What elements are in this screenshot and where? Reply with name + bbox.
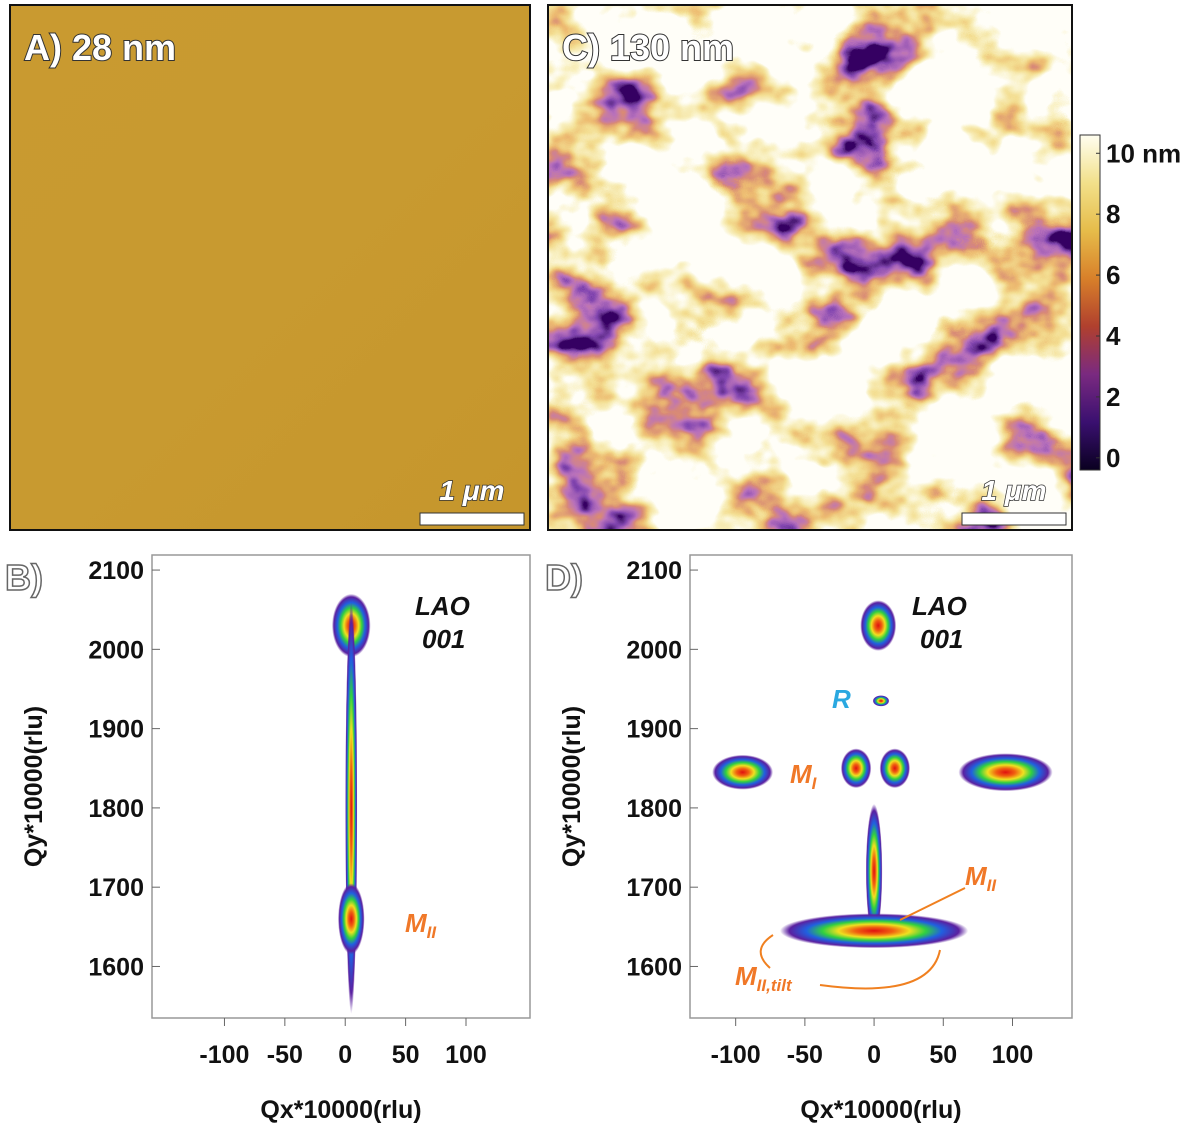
scalebar [420,513,524,525]
diffraction-spot [880,748,910,788]
y-tick-label: 1700 [626,874,682,902]
y-tick-label: 1800 [88,795,144,823]
diffraction-spot [338,883,365,954]
annotation-text: 001 [422,624,465,654]
x-tick-label: 50 [929,1041,957,1069]
y-tick-label: 1900 [88,716,144,744]
annotation-text: LAO [415,591,470,621]
diffraction-spot [959,753,1053,791]
figure: A) 28 nm 1 μm C) 130 nm 1 μm 0 2 4 6 8 10 nm B) 160… [0,0,1202,1131]
x-tick-label: -50 [267,1041,303,1069]
panel-label: D) [545,557,583,598]
colorbar-label: 0 [1106,443,1120,473]
afm-image-c [548,5,1072,530]
annotation: 001 [920,624,963,654]
annotation-text: M [405,908,428,938]
x-tick-label: -100 [711,1041,761,1069]
annotation-text: 001 [920,624,963,654]
x-tick-label: -50 [787,1041,823,1069]
scalebar-label: 1 μm [439,475,504,506]
annotation: MII [405,908,437,942]
y-tick-label: 2100 [626,557,682,585]
panel-title: A) 28 nm [24,27,176,68]
page: A) 28 nm 1 μm C) 130 nm 1 μm 0 2 4 6 8 10 nm B) 160… [0,0,1202,1131]
annotation: R [832,684,851,714]
x-axis-title: Qx*10000(rlu) [800,1096,961,1124]
diffraction-spot [873,695,890,706]
scalebar-label: 1 μm [981,475,1046,506]
annotation-text: R [832,684,851,714]
colorbar [1080,135,1100,470]
annotation: MII [965,861,997,895]
colorbar-label: 8 [1106,199,1120,229]
diffraction-spot [712,755,773,790]
scalebar [962,513,1066,525]
annotation-text: LAO [912,591,967,621]
x-tick-label: 0 [867,1041,881,1069]
annotation-subscript: I [812,774,818,793]
y-tick-label: 1800 [626,795,682,823]
annotation-subscript: II [427,923,438,942]
panel-label: B) [5,557,43,598]
y-tick-label: 1700 [88,874,144,902]
diffraction-spot [780,913,968,948]
y-tick-label: 1900 [626,716,682,744]
diffraction-spot [841,748,871,788]
annotation: LAO [912,591,967,621]
colorbar-label: 4 [1106,321,1121,351]
colorbar-label: 10 nm [1106,138,1181,168]
annotation: 001 [422,624,465,654]
y-axis-title: Qy*10000(rlu) [20,706,48,867]
x-tick-label: -100 [199,1041,249,1069]
afm-image-a [10,5,530,530]
diffraction-spot [860,600,896,651]
y-tick-label: 2100 [88,557,144,585]
x-tick-label: 50 [392,1041,420,1069]
panel-title: C) 130 nm [562,27,734,68]
annotation-text: M [735,961,758,991]
annotation: MI [790,759,818,793]
x-tick-label: 0 [338,1041,352,1069]
annotation-text: M [965,861,988,891]
annotation-subscript: II [987,876,998,895]
x-axis-title: Qx*10000(rlu) [260,1096,421,1124]
annotation: LAO [415,591,470,621]
colorbar-label: 6 [1106,260,1120,290]
y-axis-title: Qy*10000(rlu) [558,706,586,867]
x-tick-label: 100 [992,1041,1034,1069]
x-tick-label: 100 [445,1041,487,1069]
annotation-subscript: II,tilt [757,976,793,995]
y-tick-label: 2000 [626,636,682,664]
y-tick-label: 1600 [88,953,144,981]
annotation: MII,tilt [735,961,793,995]
colorbar-label: 2 [1106,382,1120,412]
y-tick-label: 2000 [88,636,144,664]
annotation-text: M [790,759,813,789]
y-tick-label: 1600 [626,953,682,981]
